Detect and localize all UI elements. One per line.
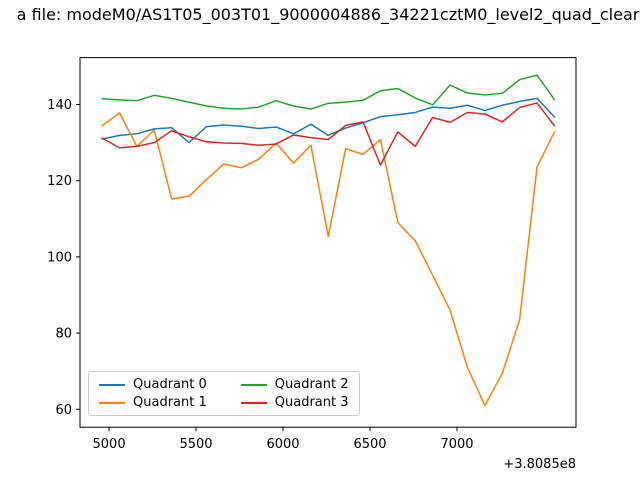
x-tick-label: 7000 (440, 437, 473, 452)
axes-frame (79, 57, 577, 428)
series-line-quadrant-3 (101, 102, 556, 166)
y-tick-label: 80 (55, 327, 72, 342)
y-tick-label: 100 (47, 250, 72, 265)
y-tick-label: 60 (55, 403, 72, 418)
chart-title: a file: modeM0/AS1T05_003T01_9000004886_… (16, 5, 640, 24)
x-tick-label: 5000 (93, 437, 126, 452)
legend-line-swatch (99, 383, 125, 386)
legend-item-quadrant-2: Quadrant 2 (240, 377, 349, 392)
x-tick-label: 5500 (179, 437, 212, 452)
legend-label: Quadrant 0 (133, 377, 207, 392)
series-line-quadrant-2 (101, 74, 556, 110)
series-line-quadrant-1 (101, 112, 556, 407)
legend-item-quadrant-3: Quadrant 3 (240, 395, 349, 410)
series-line-quadrant-0 (101, 97, 556, 144)
legend-item-quadrant-1: Quadrant 1 (99, 395, 207, 410)
legend-label: Quadrant 1 (133, 395, 207, 410)
x-tick-label: 6500 (353, 437, 386, 452)
legend-label: Quadrant 2 (274, 377, 349, 392)
legend-line-swatch (240, 401, 267, 404)
y-tick-label: 140 (47, 98, 72, 113)
y-tick-label: 120 (47, 174, 72, 189)
legend: Quadrant 0 Quadrant 1 Quadrant 2 Quadrant 3 (88, 371, 360, 416)
legend-label: Quadrant 3 (274, 395, 349, 410)
x-axis-offset-text: +3.8085e8 (503, 457, 576, 472)
legend-item-quadrant-0: Quadrant 0 (99, 377, 207, 392)
x-tick-label: 6000 (266, 437, 299, 452)
legend-line-swatch (99, 401, 125, 404)
legend-line-swatch (240, 383, 267, 386)
